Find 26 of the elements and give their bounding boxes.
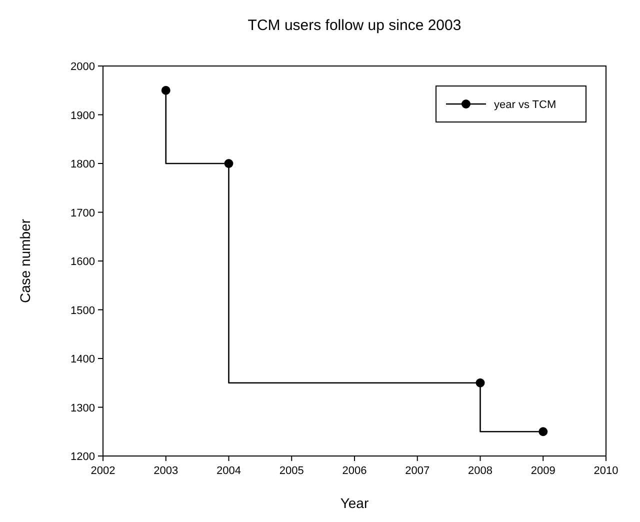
x-axis-title: Year <box>340 495 369 511</box>
point <box>224 159 234 168</box>
y-tick-label: 1600 <box>70 256 95 268</box>
y-tick-label: 1800 <box>70 158 95 170</box>
x-tick-label: 2004 <box>216 465 241 477</box>
legend-label: year vs TCM <box>494 99 556 111</box>
chart-title: TCM users follow up since 2003 <box>248 17 462 34</box>
x-tick-label: 2003 <box>154 465 178 477</box>
y-tick-label: 1900 <box>70 110 95 122</box>
x-tick-label: 2006 <box>342 465 367 477</box>
y-tick-label: 2000 <box>70 61 95 73</box>
y-axis-title: Case number <box>17 218 33 304</box>
x-tick-label: 2009 <box>530 465 556 477</box>
y-tick-label: 1500 <box>70 304 95 317</box>
x-tick-label: 2007 <box>405 465 430 477</box>
y-tick-label: 1400 <box>70 354 95 366</box>
x-tick-label: 2008 <box>468 465 492 477</box>
x-tick-label: 2010 <box>594 465 618 477</box>
x-tick-label: 2002 <box>90 465 116 477</box>
y-tick-label: 1700 <box>70 207 95 220</box>
y-tick-label: 1300 <box>70 402 95 414</box>
y-tick-label: 1200 <box>70 451 95 463</box>
point <box>538 427 548 436</box>
x-tick-label: 2005 <box>279 465 304 477</box>
point <box>476 378 485 388</box>
point <box>161 86 170 95</box>
